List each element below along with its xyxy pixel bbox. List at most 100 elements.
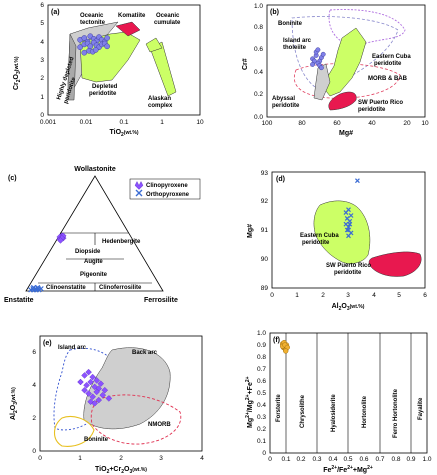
data-point: [318, 65, 324, 71]
data-point: [104, 35, 110, 41]
f-ytick-8: 0.8: [257, 354, 266, 361]
b-xtick-3: 40: [368, 120, 376, 127]
data-point: [315, 47, 321, 53]
vertex-enstatite: Enstatite: [4, 297, 34, 304]
data-point-cpx: [57, 237, 64, 244]
b-xtick-5: 10: [421, 120, 429, 127]
f-xtick-2: 0.2: [296, 456, 305, 463]
ternary-triangle: [25, 175, 164, 292]
b-ytick-2: 0.4: [254, 69, 263, 76]
b-ytick-0: 0.0: [254, 114, 263, 121]
d-ytick-4: 93: [261, 170, 269, 177]
back-arc-field: [83, 347, 171, 430]
a-ytick-1: 1: [40, 94, 44, 101]
ann-b-peridotite3: peridotite: [358, 107, 386, 113]
panel-b-xlabel: Mg#: [339, 130, 353, 137]
ann-a-peridotite2: peridotite: [89, 91, 117, 97]
field-hedenbergite: Hedenbergite: [102, 239, 141, 245]
e-xtick-0: 0: [38, 455, 42, 462]
data-point-cpx: [97, 380, 105, 387]
data-point-opx: [346, 207, 351, 213]
panel-d-points: [343, 178, 360, 239]
d-xtick-3: 3: [346, 292, 350, 299]
panel-f: (f) Forsterite Chrysolithe Hyalosiderite…: [245, 330, 432, 474]
data-point-opx: [38, 286, 44, 292]
f-xtick-8: 0.8: [391, 456, 400, 463]
boninite-field-e: [53, 415, 95, 447]
e-xtick-2: 2: [119, 455, 123, 462]
data-point: [81, 35, 88, 41]
b-xtick-4: 20: [403, 120, 411, 127]
data-point-opx: [355, 178, 360, 184]
ann-b-peridotite2: peridotite: [272, 103, 300, 109]
data-point: [81, 49, 88, 56]
panel-d-ylabel: Mg#: [247, 224, 254, 238]
panel-d: (d) Eastern Cuba peridotite SW Puerto Ri…: [247, 170, 427, 312]
panel-a: (a) Oceanic tectonite Komatiite Oceanic …: [13, 2, 204, 138]
ann-b-boninite: Boninite: [278, 21, 303, 27]
legend-orthopyroxene: Orthopyroxene: [146, 192, 190, 198]
f-xtick-7: 0.7: [375, 456, 384, 463]
e-ytick-3: 6: [32, 349, 36, 356]
data-point-cpx: [99, 391, 107, 399]
data-point-opx: [346, 224, 351, 230]
ann-b-sw-pr: SW Puerto Rico: [358, 100, 403, 106]
f-xtick-10: 1.0: [422, 456, 431, 463]
d-xtick-4: 4: [372, 292, 376, 299]
abyssal-field: [313, 63, 331, 101]
data-point-opx: [344, 227, 350, 233]
panel-e-yticks: 0 2 4 6: [32, 349, 36, 455]
ann-b-abyssal: Abyssal: [272, 96, 295, 102]
nmorb-field: [90, 394, 182, 445]
field-ferro-hortonolite: Ferro Hortonolite: [393, 388, 399, 438]
panel-f-ylabel: Mg2+/Mg2++Fe2+: [245, 376, 254, 428]
data-point-cpx: [81, 372, 88, 379]
ann-a-depleted: Depleted: [92, 84, 118, 90]
ann-a-cumulate: cumulate: [154, 20, 181, 26]
panel-f-xlabel: Fe2+/Fe2++Mg2+: [323, 465, 373, 474]
f-xtick-9: 0.9: [406, 456, 415, 463]
data-point-cpx: [93, 377, 100, 384]
f-xtick-5: 0.5: [343, 456, 352, 463]
data-point-cpx: [101, 386, 109, 394]
panel-b-xticks: 100 80 60 40 20 10: [262, 120, 429, 127]
panel-a-label: (a): [51, 9, 60, 16]
sw-puerto-rico-field-d: [368, 251, 422, 277]
f-xtick-0: 0: [268, 456, 272, 463]
field-clinoenstatite: Clinoenstatite: [46, 285, 86, 291]
panel-d-xticks: 0 1 2 3 4 5 6: [270, 292, 427, 299]
ann-d-sw-pr: SW Puerto Rico: [326, 263, 371, 269]
panel-c-legend: Clinopyroxene Orthopyroxene: [129, 178, 201, 200]
f-ytick-10: 1.0: [257, 330, 266, 337]
a-ytick-5: 5: [40, 20, 44, 27]
legend-clinopyroxene-marker: [134, 181, 144, 190]
panel-f-frame: [269, 332, 428, 454]
field-fayalite: Fayalite: [418, 397, 424, 420]
b-ytick-3: 0.6: [254, 46, 263, 53]
e-ytick-0: 0: [32, 448, 36, 455]
a-ytick-3: 3: [40, 57, 44, 64]
ann-e-island-arc: Island arc: [58, 345, 87, 351]
island-arc-field: [291, 16, 399, 91]
a-xtick-2: 0.1: [119, 119, 128, 126]
panel-b: (b) Boninite Island arc tholeiite Easter…: [242, 3, 429, 137]
data-point-opx: [348, 213, 354, 218]
panel-d-frame: [271, 171, 426, 289]
b-xtick-1: 80: [298, 120, 306, 127]
highly-depleted-field: [67, 33, 77, 101]
data-point-cpx: [81, 386, 88, 394]
panel-c: (c) Wollastonite Diopside Hedenbergite A…: [4, 166, 201, 304]
panel-a-ylabel: Cr2O3(wt.%): [13, 56, 22, 90]
f-ytick-2: 0.2: [257, 426, 266, 433]
legend-clinopyroxene: Clinopyroxene: [146, 183, 188, 189]
field-hyalosiderite: Hyalosiderite: [331, 394, 337, 432]
f-ytick-1: 0.1: [257, 438, 266, 445]
panel-f-points: [279, 339, 290, 354]
data-point-cpx: [83, 382, 90, 389]
a-xtick-4: 10: [196, 119, 204, 126]
panel-a-xlabel: TiO2(wt.%): [109, 129, 138, 138]
panel-e-xlabel: TiO2+Cr2O3(wt.%): [95, 466, 147, 475]
data-point: [77, 44, 83, 51]
legend-box: [129, 178, 201, 200]
panel-b-yticks: 0.0 0.2 0.4 0.6 0.8 1.0: [254, 3, 263, 121]
